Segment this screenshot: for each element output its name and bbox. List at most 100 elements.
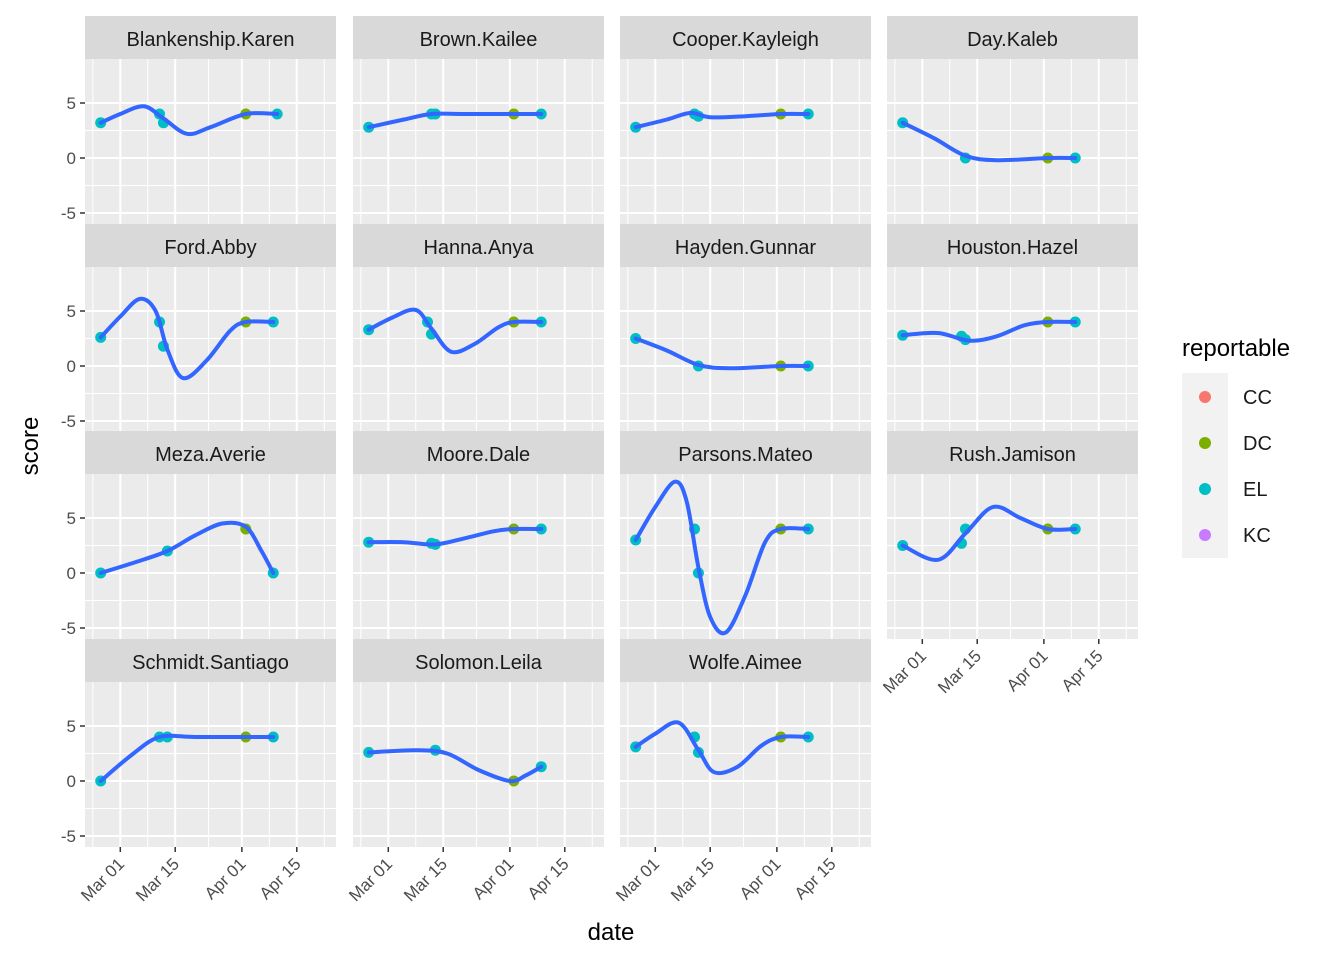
facet-panel: Hayden.Gunnar: [620, 224, 871, 432]
facet-label: Brown.Kailee: [420, 29, 538, 51]
panel-background: [85, 267, 336, 432]
panel-background: [887, 267, 1138, 432]
smooth-line: [366, 111, 544, 130]
x-tick-label: Mar 15: [132, 854, 183, 905]
y-tick-label: 5: [67, 717, 76, 736]
panel-background: [353, 474, 604, 639]
facet-panel: Ford.Abby -5 0 5: [61, 224, 336, 432]
smooth-line: [98, 733, 276, 783]
facet-panel: Meza.Averie -5 0 5: [61, 431, 336, 639]
x-tick-label: Apr 01: [736, 854, 785, 903]
facet-strip: [85, 16, 336, 59]
facet-label: Wolfe.Aimee: [689, 652, 802, 674]
facet-strip: [353, 224, 604, 267]
facet-strip: [887, 16, 1138, 59]
panel-background: [85, 59, 336, 224]
facet-panel: Parsons.Mateo: [620, 431, 871, 639]
smooth-line: [900, 504, 1078, 562]
facet-strip: [85, 224, 336, 267]
panel-background: [85, 474, 336, 639]
smooth-line: [98, 296, 276, 381]
facet-strip: [620, 431, 871, 474]
facet-label: Hanna.Anya: [423, 237, 534, 259]
y-tick-label: -5: [61, 619, 76, 638]
facet-label: Parsons.Mateo: [678, 444, 813, 466]
facet-panel: Cooper.Kayleigh: [620, 16, 871, 224]
x-tick-label: Apr 01: [469, 854, 518, 903]
y-tick-label: 5: [67, 94, 76, 113]
legend-title: reportable: [1182, 335, 1290, 362]
smooth-line: [98, 104, 280, 137]
facet-label: Solomon.Leila: [415, 652, 543, 674]
panel-background: [620, 682, 871, 847]
facet-strip: [353, 16, 604, 59]
smooth-line: [633, 110, 811, 130]
y-axis-title: score: [17, 417, 44, 476]
facet-panel: Day.Kaleb: [887, 16, 1138, 224]
y-tick-label: 5: [67, 302, 76, 321]
smooth-line: [366, 748, 544, 784]
facet-label: Schmidt.Santiago: [132, 652, 289, 674]
y-tick-label: 0: [67, 772, 76, 791]
facet-label: Houston.Hazel: [947, 237, 1078, 259]
facet-panel: Houston.Hazel: [887, 224, 1138, 432]
facet-strip: [887, 224, 1138, 267]
panel-background: [85, 682, 336, 847]
facet-panel: Brown.Kailee: [353, 16, 604, 224]
x-tick-label: Mar 01: [345, 854, 396, 905]
smooth-line: [98, 520, 276, 575]
legend: reportable CC DC EL KC: [1182, 335, 1290, 558]
facet-label: Rush.Jamison: [949, 444, 1076, 466]
panels-layer: Blankenship.Karen -5 0 5 Brown.Kailee Cooper.…: [61, 16, 1138, 905]
facet-strip: [620, 16, 871, 59]
facet-strip: [620, 639, 871, 682]
y-tick-label: -5: [61, 412, 76, 431]
x-tick-label: Apr 01: [1003, 646, 1052, 695]
x-tick-label: Apr 15: [791, 854, 840, 903]
smooth-line: [366, 526, 544, 547]
x-tick-label: Apr 01: [201, 854, 250, 903]
panel-background: [353, 267, 604, 432]
facet-label: Ford.Abby: [164, 237, 256, 259]
facet-label: Day.Kaleb: [967, 29, 1058, 51]
facet-label: Moore.Dale: [427, 444, 530, 466]
facet-label: Hayden.Gunnar: [675, 237, 817, 259]
x-tick-label: Mar 01: [77, 854, 128, 905]
facet-strip: [353, 431, 604, 474]
smooth-line: [900, 319, 1078, 343]
x-tick-label: Mar 01: [879, 646, 930, 697]
x-tick-label: Mar 01: [612, 854, 663, 905]
smooth-line: [633, 479, 811, 636]
facet-panel: Moore.Dale: [353, 431, 604, 639]
legend-label: KC: [1243, 525, 1271, 547]
x-axis-title: date: [588, 919, 635, 946]
facet-panel: Solomon.Leila Mar 01 Mar 15 Apr 01 Apr 15: [345, 639, 604, 905]
facet-panel: Wolfe.Aimee Mar 01 Mar 15 Apr 01 Apr 15: [612, 639, 871, 905]
x-tick-label: Apr 15: [256, 854, 305, 903]
facet-label: Meza.Averie: [155, 444, 266, 466]
facet-strip: [620, 224, 871, 267]
smooth-line: [366, 307, 544, 355]
x-tick-label: Apr 15: [1058, 646, 1107, 695]
legend-key: [1199, 529, 1211, 541]
facet-label: Blankenship.Karen: [127, 29, 295, 51]
panel-background: [887, 59, 1138, 224]
y-tick-label: 0: [67, 564, 76, 583]
legend-key: [1199, 483, 1211, 495]
facet-strip: [353, 639, 604, 682]
x-tick-label: Apr 15: [524, 854, 573, 903]
facet-panel: Schmidt.Santiago -5 0 5 Mar 01 Mar 15 Apr 01 Ap…: [61, 639, 336, 905]
x-tick-label: Mar 15: [934, 646, 985, 697]
panel-background: [620, 267, 871, 432]
panel-background: [353, 59, 604, 224]
panel-background: [620, 59, 871, 224]
facet-strip: [887, 431, 1138, 474]
legend-label: EL: [1243, 479, 1267, 501]
legend-key: [1199, 391, 1211, 403]
legend-label: CC: [1243, 387, 1272, 409]
panel-background: [353, 682, 604, 847]
facet-panel: Hanna.Anya: [353, 224, 604, 432]
y-tick-label: 0: [67, 149, 76, 168]
facet-panel: Blankenship.Karen -5 0 5: [61, 16, 336, 224]
